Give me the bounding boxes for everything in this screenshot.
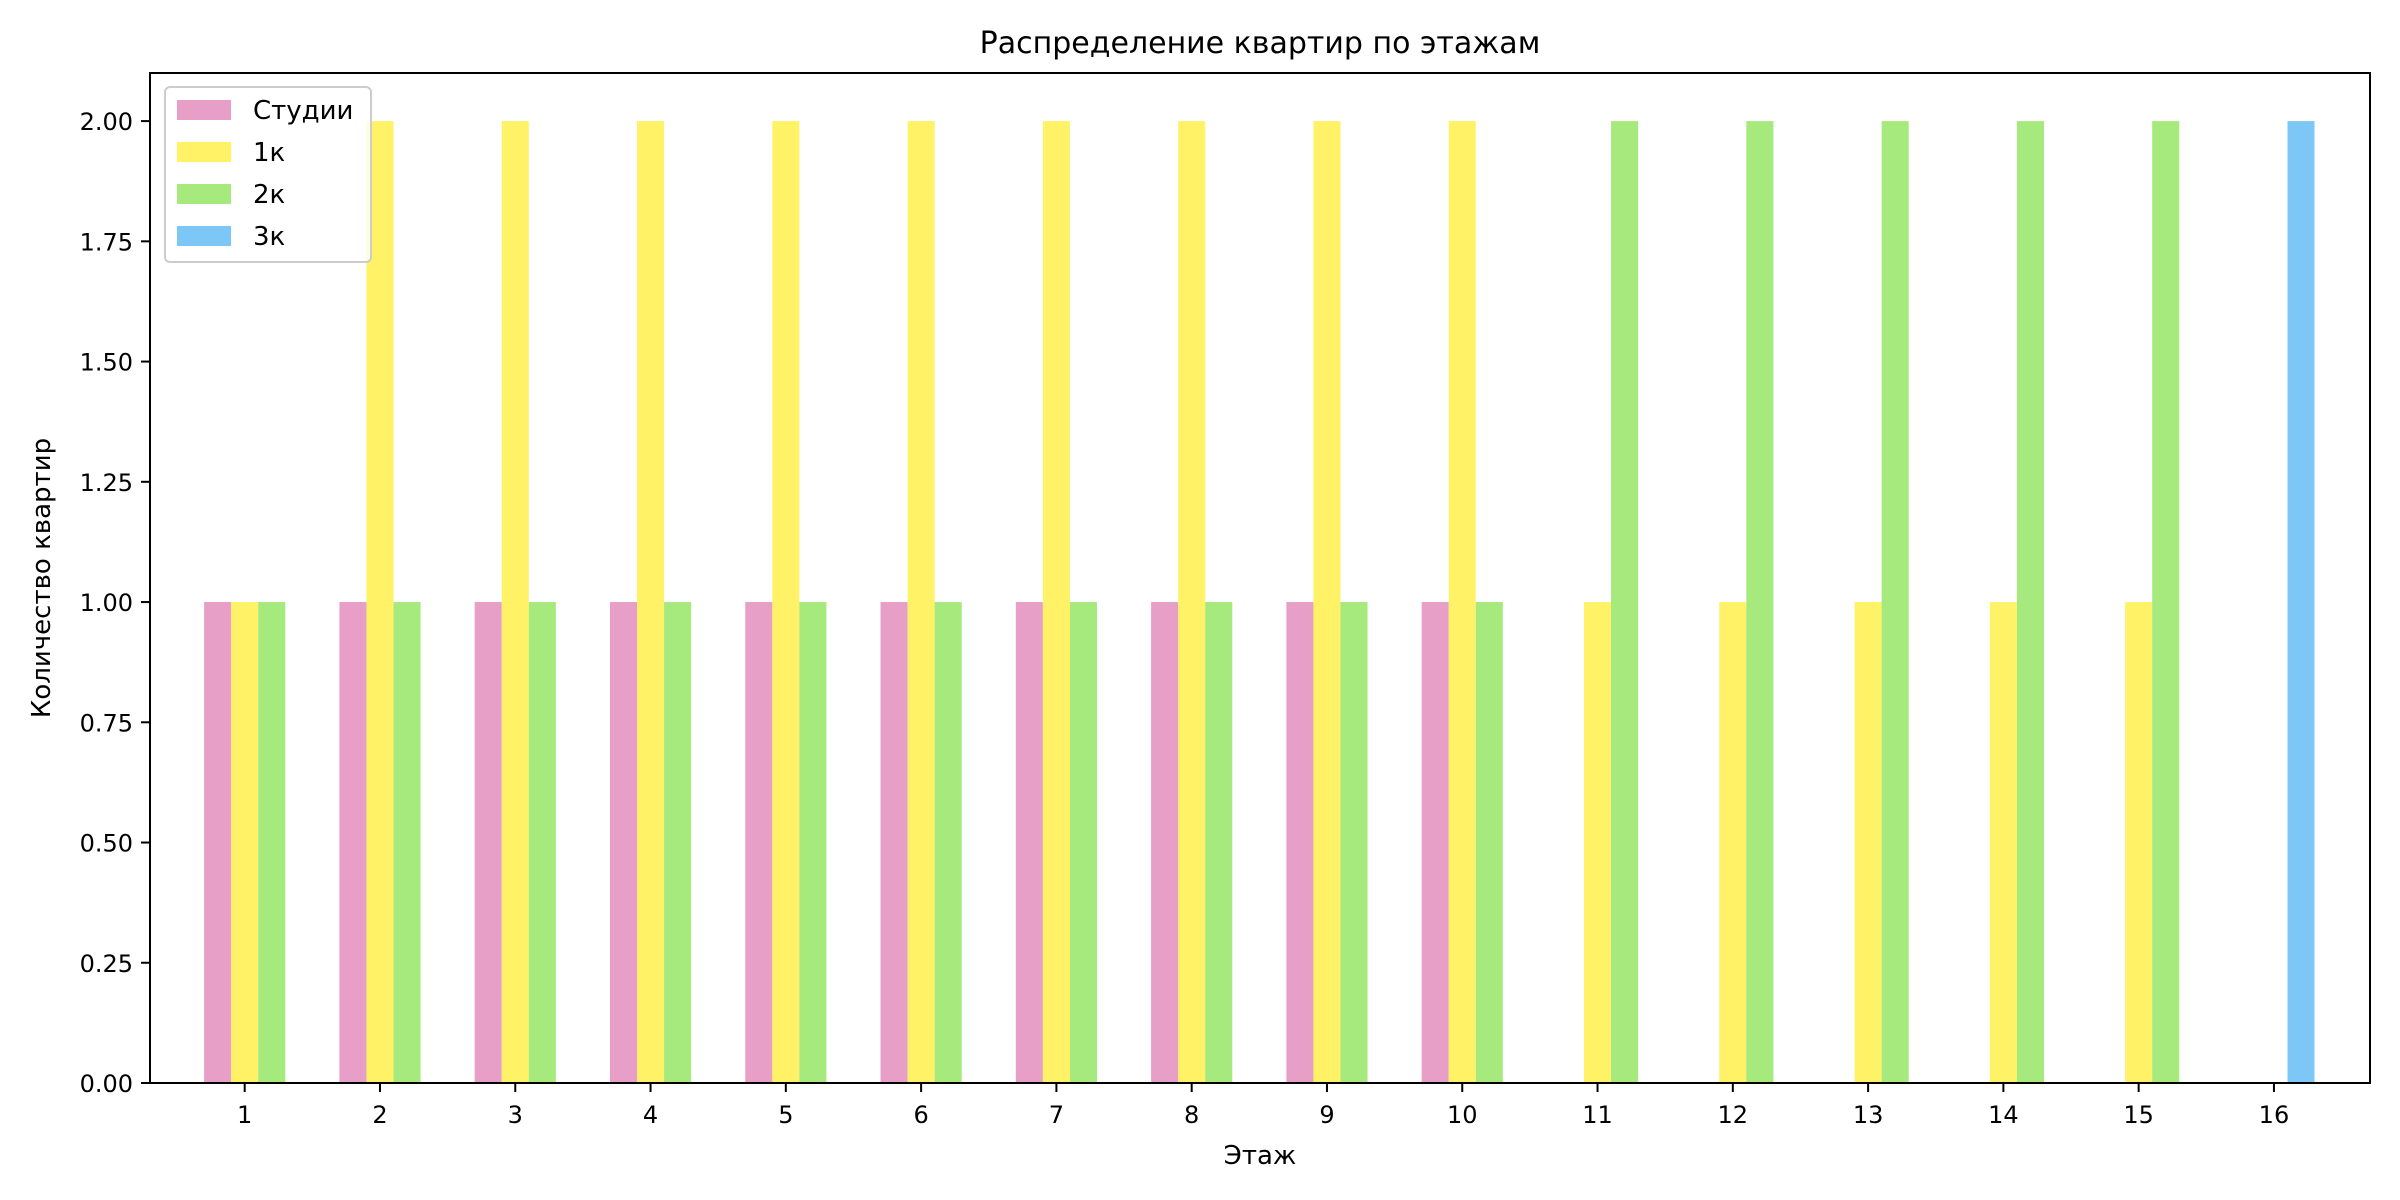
bar [1205,602,1233,1083]
x-tick-label: 15 [2123,1101,2154,1129]
bar [934,602,962,1083]
bar [2287,121,2315,1084]
bar [1611,121,1639,1084]
bar [880,602,908,1083]
legend-label: 3к [253,222,285,252]
plot-frame [149,72,2371,1084]
bars-group [204,121,2315,1084]
legend-frame [164,86,372,263]
legend-label: 2к [253,180,285,210]
x-tick-label: 8 [1184,1101,1199,1129]
y-tick-label: 1.25 [80,469,133,497]
y-tick-label: 1.00 [80,589,133,617]
y-tick-label: 0.75 [80,709,133,737]
legend-swatch [177,184,231,204]
y-tick-label: 0.25 [80,950,133,978]
bar [258,602,286,1083]
y-axis-ticks: 0.00 0.25 0.50 0.75 1.00 1.25 1.50 1.75 2.00 [80,108,150,1098]
bar [1448,121,1476,1084]
x-tick-label: 10 [1447,1101,1478,1129]
x-axis-label: Этаж [1224,1141,1297,1171]
legend-swatch [177,142,231,162]
bar [745,602,773,1083]
bar [204,602,232,1083]
bar [474,602,502,1083]
bar [1584,602,1612,1083]
legend-label: Студии [253,96,353,126]
bar [1989,602,2017,1083]
x-tick-label: 11 [1582,1101,1613,1129]
x-tick-label: 1 [237,1101,252,1129]
x-tick-label: 5 [778,1101,793,1129]
bar [1475,602,1503,1083]
bar [1854,602,1882,1083]
y-tick-label: 0.00 [80,1070,133,1098]
bar [1746,121,1774,1084]
bar [907,121,935,1084]
bar [1151,602,1179,1083]
x-tick-label: 13 [1853,1101,1884,1129]
bar [1069,602,1097,1083]
bar [1719,602,1747,1083]
bar [2152,121,2180,1084]
y-tick-label: 2.00 [80,108,133,136]
bar [393,602,421,1083]
bar [2016,121,2044,1084]
bar [2125,602,2153,1083]
bar [1340,602,1368,1083]
bar [528,602,556,1083]
legend: Студии 1к 2к 3к [164,86,372,263]
bar [609,602,638,1083]
legend-swatch [177,100,231,120]
bar [1015,602,1043,1083]
bar [1313,121,1341,1084]
y-axis-label: Количество квартир [27,438,57,718]
x-tick-label: 3 [508,1101,523,1129]
x-tick-label: 12 [1718,1101,1749,1129]
x-tick-label: 16 [2259,1101,2290,1129]
bar [799,602,827,1083]
bar [366,121,394,1084]
x-tick-label: 2 [372,1101,387,1129]
bar [501,121,529,1084]
bar [1881,121,1909,1084]
y-tick-label: 1.50 [80,349,133,377]
bar [1178,121,1206,1084]
bar [664,602,692,1083]
bar [637,121,665,1084]
bar [1042,121,1070,1084]
legend-label: 1к [253,138,285,168]
x-tick-label: 7 [1049,1101,1064,1129]
x-tick-label: 6 [913,1101,928,1129]
chart-title: Распределение квартир по этажам [980,26,1541,61]
y-tick-label: 0.50 [80,830,133,858]
bar [772,121,800,1084]
bar [231,602,259,1083]
y-tick-label: 1.75 [80,228,133,256]
x-tick-label: 4 [643,1101,658,1129]
bar [1421,602,1449,1083]
x-tick-label: 14 [1988,1101,2019,1129]
x-axis-ticks: 1 2 3 4 5 6 7 8 9 10 11 12 13 14 15 16 [237,1083,2289,1129]
x-tick-label: 9 [1319,1101,1334,1129]
bar [1286,602,1314,1083]
bar [339,602,367,1083]
legend-swatch [177,226,231,246]
